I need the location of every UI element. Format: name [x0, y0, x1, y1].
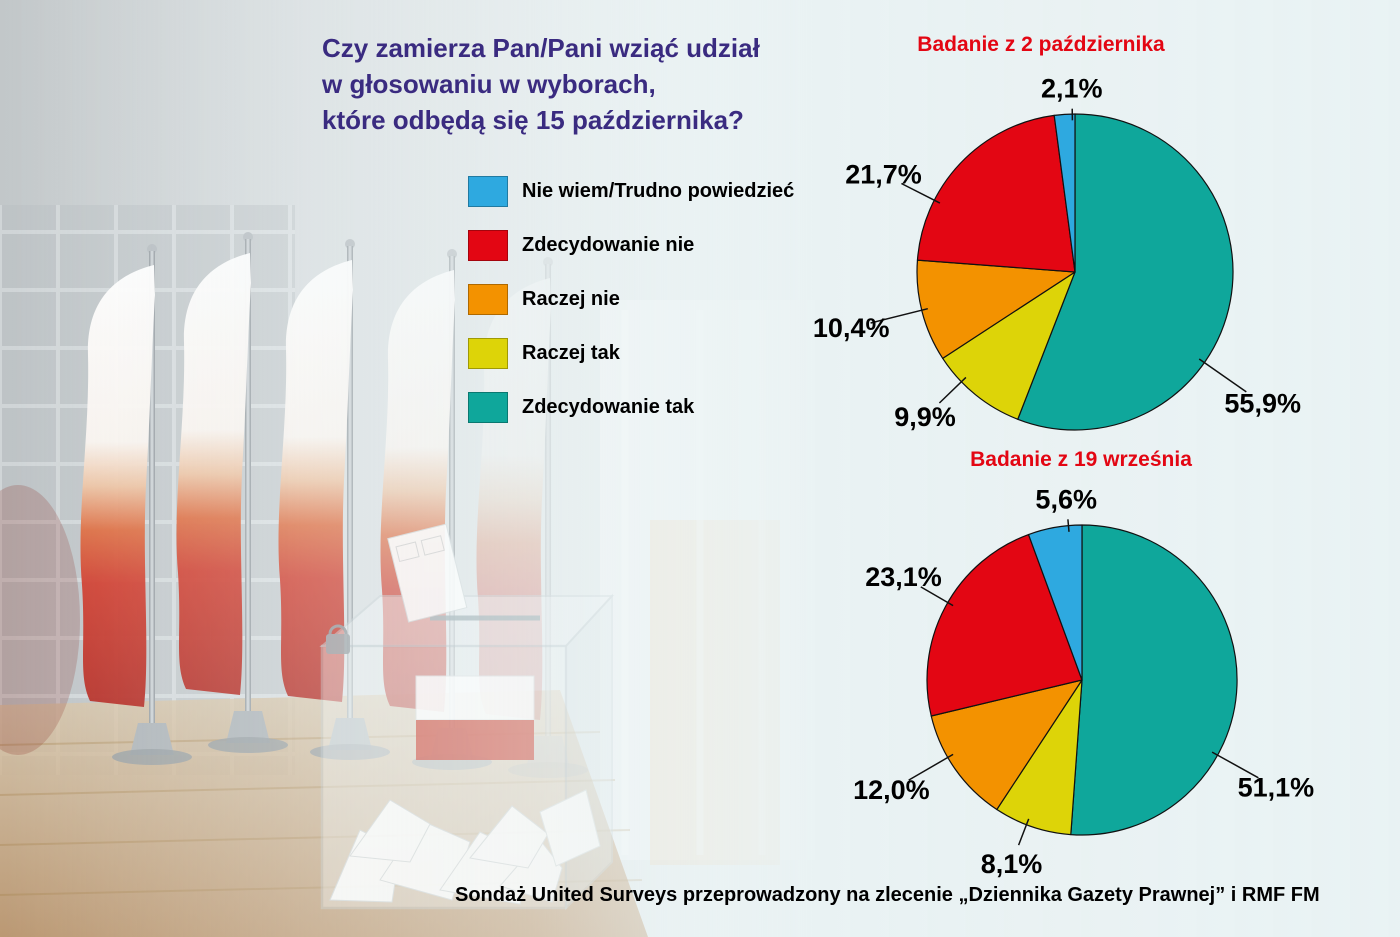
question-line-1: Czy zamierza Pan/Pani wziąć udział — [322, 33, 760, 63]
slice-label: 55,9% — [1224, 388, 1301, 418]
legend-label: Raczej tak — [522, 342, 620, 364]
legend-swatch-yellow — [468, 338, 508, 369]
question-title: Czy zamierza Pan/Pani wziąć udział w gło… — [322, 30, 867, 138]
legend-item-definitely-yes: Zdecydowanie tak — [468, 392, 794, 423]
leader-line — [908, 753, 954, 781]
slice-label: 12,0% — [853, 775, 930, 805]
legend-label: Nie wiem/Trudno powiedzieć — [522, 180, 795, 202]
pie-chart-october: 55,9% 9,9% 10,4% 21,7% 2,1% — [813, 74, 1301, 432]
pie-slice — [1053, 113, 1076, 273]
slice-label: 10,4% — [813, 313, 890, 343]
legend: Nie wiem/Trudno powiedzieć Zdecydowanie … — [468, 176, 794, 446]
leader-line — [1017, 818, 1030, 846]
slice-label: 8,1% — [981, 849, 1043, 879]
question-line-3: które odbędą się 15 października? — [322, 105, 744, 135]
slice-label: 23,1% — [865, 562, 942, 592]
leader-line — [1211, 751, 1259, 779]
leader-line — [938, 376, 967, 404]
legend-item-rather-no: Raczej nie — [468, 284, 794, 315]
legend-swatch-red — [468, 230, 508, 261]
legend-label: Zdecydowanie nie — [522, 234, 695, 256]
chart-title-october: Badanie z 2 października — [917, 33, 1165, 56]
legend-label: Zdecydowanie tak — [522, 396, 695, 418]
slice-label: 5,6% — [1035, 484, 1097, 514]
legend-item-rather-yes: Raczej tak — [468, 338, 794, 369]
pie-slice — [1070, 524, 1238, 836]
pie-chart-september: 51,1% 8,1% 12,0% 23,1% 5,6% — [853, 484, 1315, 879]
question-line-2: w głosowaniu w wyborach, — [322, 69, 656, 99]
chart-title-september: Badanie z 19 września — [970, 448, 1192, 471]
slice-label: 51,1% — [1238, 773, 1315, 803]
source-credit: Sondaż United Surveys przeprowadzony na … — [455, 884, 1320, 906]
slice-label: 21,7% — [845, 159, 922, 189]
legend-swatch-orange — [468, 284, 508, 315]
slice-label: 9,9% — [894, 402, 956, 432]
pie-slice — [916, 259, 1076, 359]
slice-label: 2,1% — [1041, 74, 1103, 104]
legend-item-dont-know: Nie wiem/Trudno powiedzieć — [468, 176, 794, 207]
pie-slice — [916, 114, 1076, 273]
legend-swatch-blue — [468, 176, 508, 207]
leader-line — [1067, 519, 1070, 532]
pie-slice — [1017, 113, 1234, 431]
legend-item-definitely-no: Zdecydowanie nie — [468, 230, 794, 261]
leader-line — [901, 182, 941, 204]
leader-line — [1198, 358, 1247, 393]
leader-line — [920, 586, 954, 607]
pie-slice — [926, 533, 1083, 717]
pie-slice — [942, 271, 1076, 420]
pie-slice — [1027, 524, 1083, 681]
pie-slice — [930, 679, 1083, 811]
legend-label: Raczej nie — [522, 288, 620, 310]
leader-line — [870, 307, 928, 324]
legend-swatch-teal — [468, 392, 508, 423]
